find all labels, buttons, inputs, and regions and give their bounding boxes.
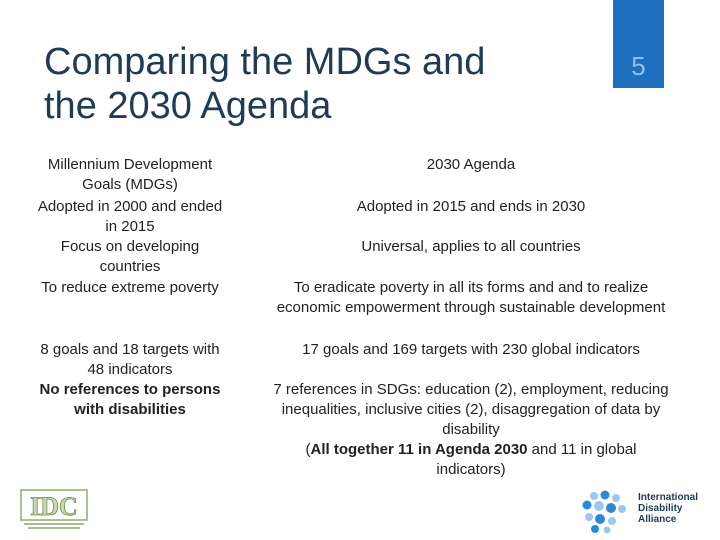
references-summary: (All together 11 in Agenda 2030 and 11 i… — [305, 441, 637, 458]
page-number: 5 — [631, 51, 646, 81]
ida-logo-mark — [582, 490, 626, 534]
page-number-tab: 5 — [613, 0, 664, 88]
idc-logo-caption-line-2 — [28, 527, 80, 529]
left-adopted: Adopted in 2000 and ended in 2015 — [37, 198, 223, 235]
right-header: 2030 Agenda — [426, 156, 516, 173]
right-references: 7 references in SDGs: education (2), emp… — [244, 380, 698, 480]
idc-logo-graphic: IDC — [20, 489, 88, 529]
idc-logo-letters: IDC — [30, 492, 78, 521]
idc-logo: IDC — [18, 488, 92, 532]
ida-dot — [608, 517, 616, 525]
ida-logo-text: International Disability Alliance — [638, 492, 699, 525]
ida-dot — [590, 492, 598, 500]
title-line-1: Comparing the MDGs and — [44, 41, 486, 83]
right-adopted: Adopted in 2015 and ends in 2030 — [356, 198, 586, 215]
title-line-2: the 2030 Agenda — [44, 85, 332, 127]
idc-logo-caption-line-1 — [24, 523, 84, 525]
ida-dot — [585, 513, 593, 521]
ida-dot — [594, 501, 604, 511]
left-header: Millennium Development Goals (MDGs) — [47, 156, 213, 193]
left-focus: Focus on developing countries — [60, 238, 200, 275]
left-references: No references to persons with disabiliti… — [39, 381, 221, 418]
ida-dot — [603, 526, 611, 534]
ida-dot — [582, 500, 592, 510]
right-poverty: To eradicate poverty in all its forms an… — [276, 279, 666, 316]
right-focus: Universal, applies to all countries — [361, 238, 581, 255]
ida-dot — [595, 514, 605, 524]
ida-dot — [606, 503, 616, 513]
left-goals: 8 goals and 18 targets with 48 indicator… — [40, 341, 220, 378]
ida-dot — [591, 525, 599, 533]
left-poverty: To reduce extreme poverty — [41, 279, 219, 296]
ida-logo: International Disability Alliance — [580, 490, 710, 534]
ida-dot — [618, 505, 626, 513]
slide-title: Comparing the MDGs and the 2030 Agenda — [44, 40, 564, 128]
ida-dot — [612, 494, 620, 502]
ida-dot — [600, 490, 610, 500]
idc-logo-frame — [20, 489, 88, 521]
right-goals: 17 goals and 169 targets with 230 global… — [302, 341, 640, 358]
